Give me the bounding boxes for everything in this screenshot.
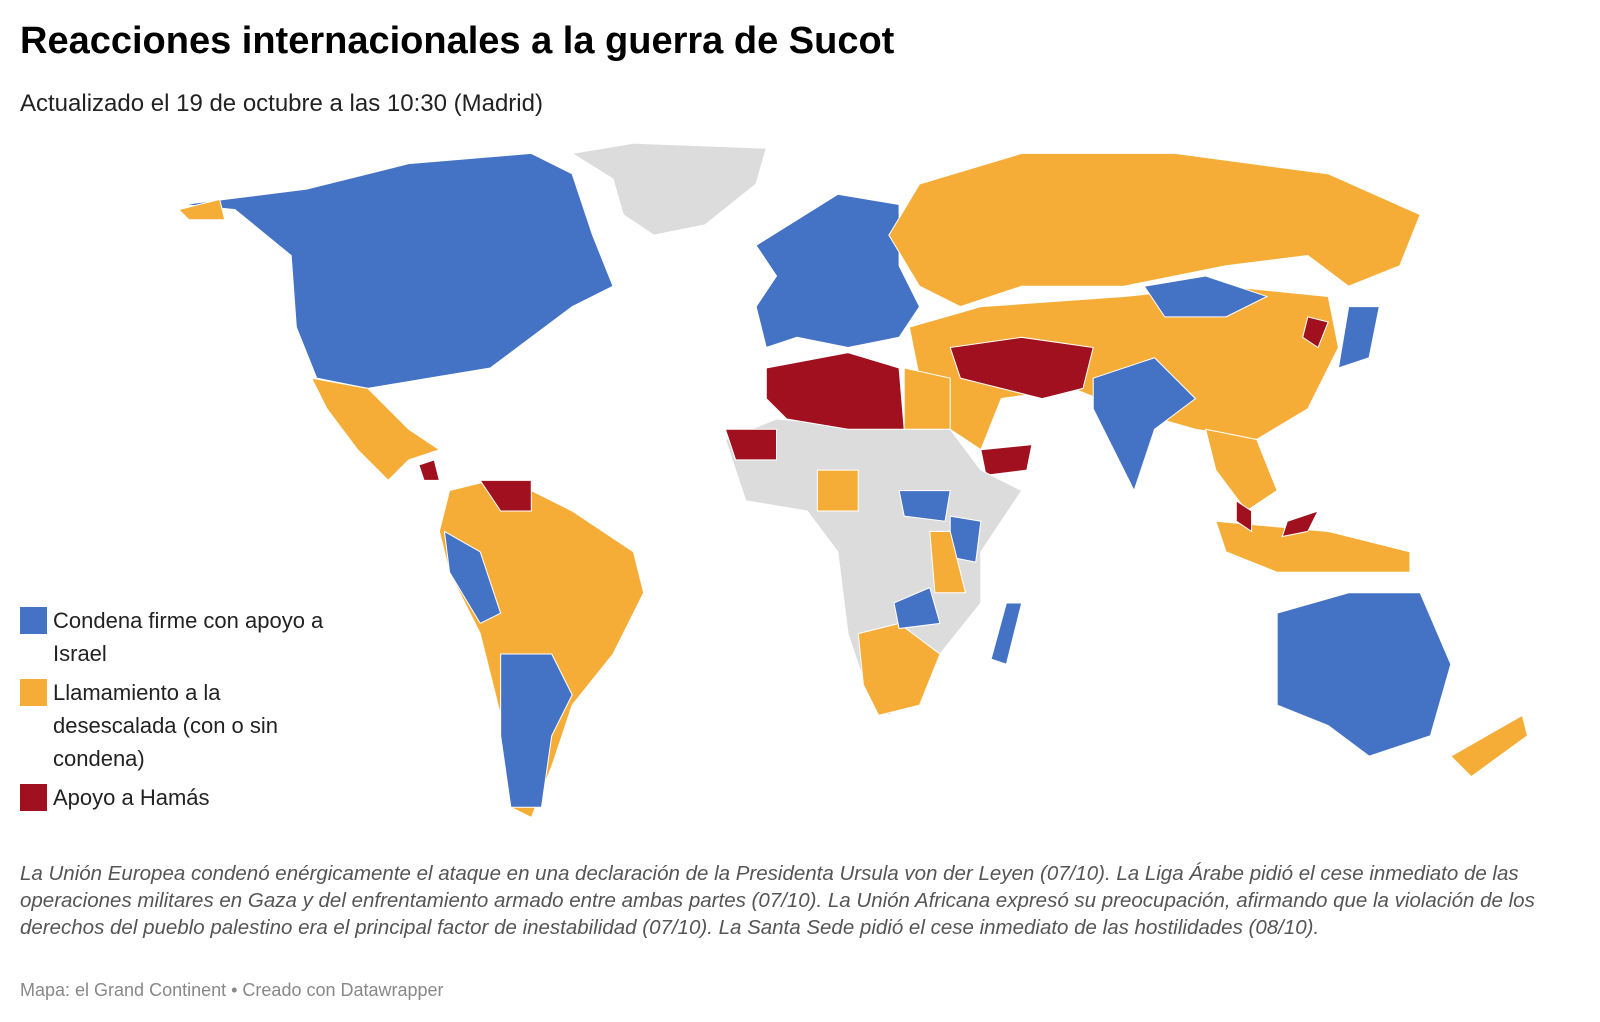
legend-label: Condena firme con apoyo a Israel [53, 608, 324, 666]
legend-item: Apoyo a Hamás [20, 781, 340, 814]
country-region [903, 367, 951, 430]
country-region [765, 352, 905, 430]
country-region [980, 444, 1033, 476]
country-region [1215, 520, 1411, 573]
legend-swatch [20, 784, 47, 811]
source: Mapa: el Grand Continent • Creado con Da… [20, 980, 444, 1000]
country-region [479, 479, 532, 512]
country-region [724, 428, 778, 461]
legend-label: Llamamiento a la desescalada (con o sin … [53, 680, 279, 771]
country-region [1204, 428, 1278, 512]
country-region [1276, 592, 1452, 757]
country-region [443, 530, 502, 625]
country-region [1235, 499, 1253, 533]
country-region [1449, 714, 1529, 778]
country-region [1302, 316, 1329, 349]
country-region [1337, 306, 1380, 369]
country-region [1281, 510, 1320, 538]
country-region [183, 152, 614, 389]
country-region [990, 602, 1023, 665]
country-region [570, 142, 767, 236]
legend-swatch [20, 607, 47, 634]
country-region [310, 377, 441, 482]
country-region [1092, 357, 1197, 492]
subtitle: Actualizado el 19 de octubre a las 10:30… [20, 90, 543, 117]
country-region [755, 193, 921, 349]
country-region [418, 459, 440, 481]
title: Reacciones internacionales a la guerra d… [20, 20, 895, 62]
country-region [929, 530, 967, 594]
country-region [888, 152, 1421, 308]
legend-label: Apoyo a Hamás [53, 785, 210, 810]
note: La Unión Europea condenó enérgicamente e… [20, 862, 1535, 939]
country-region [949, 336, 1094, 400]
country-region [177, 198, 226, 221]
country-region [816, 469, 859, 512]
country-region [898, 490, 951, 522]
legend-swatch [20, 679, 47, 706]
legend: Condena firme con apoyo a Israel Llamamie… [20, 604, 340, 820]
country-region [893, 586, 941, 630]
legend-item: Llamamiento a la desescalada (con o sin … [20, 676, 340, 775]
country-region [500, 653, 573, 808]
legend-item: Condena firme con apoyo a Israel [20, 604, 340, 670]
country-region [1143, 275, 1269, 318]
country-region [438, 479, 645, 819]
